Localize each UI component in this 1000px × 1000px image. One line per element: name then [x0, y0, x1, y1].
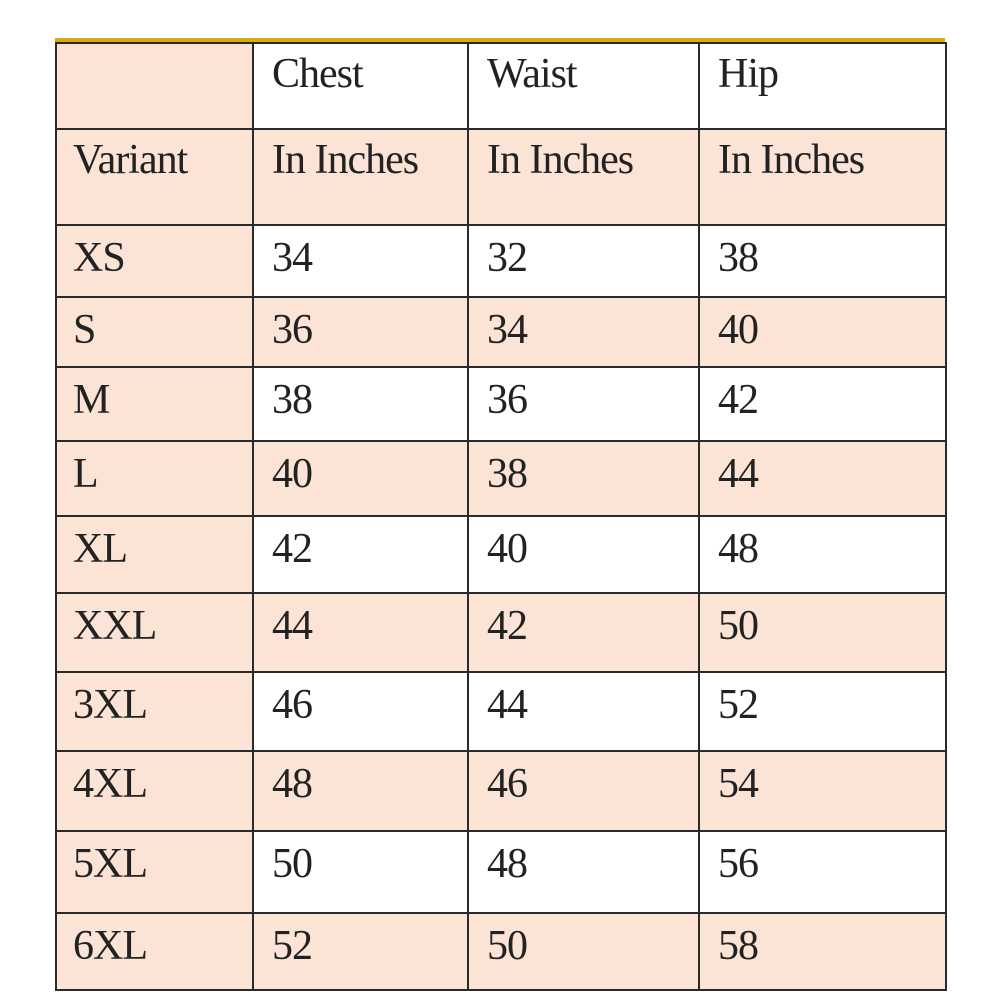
header-waist-unit: In Inches [467, 128, 700, 226]
chest-cell: 40 [252, 440, 469, 517]
waist-cell: 46 [467, 750, 700, 832]
chest-cell: 52 [252, 912, 469, 991]
table-row: XS 34 32 38 [55, 224, 947, 298]
hip-cell: 54 [698, 750, 947, 832]
table-row: S 36 34 40 [55, 296, 947, 368]
header-waist: Waist [467, 42, 700, 130]
chest-cell: 50 [252, 830, 469, 914]
variant-cell: 4XL [55, 750, 254, 832]
size-table: Chest Waist Hip Variant In Inches In Inc… [55, 42, 947, 991]
table-row: 4XL 48 46 54 [55, 750, 947, 832]
chest-cell: 46 [252, 671, 469, 752]
hip-cell: 44 [698, 440, 947, 517]
variant-cell: 5XL [55, 830, 254, 914]
table-row: 3XL 46 44 52 [55, 671, 947, 752]
variant-cell: XXL [55, 592, 254, 673]
chest-cell: 34 [252, 224, 469, 298]
hip-cell: 50 [698, 592, 947, 673]
table-row: XXL 44 42 50 [55, 592, 947, 673]
waist-cell: 36 [467, 366, 700, 442]
waist-cell: 38 [467, 440, 700, 517]
chest-cell: 48 [252, 750, 469, 832]
table-row: 5XL 50 48 56 [55, 830, 947, 914]
hip-cell: 42 [698, 366, 947, 442]
variant-cell: 3XL [55, 671, 254, 752]
chest-cell: 42 [252, 515, 469, 594]
header-variant: Variant [55, 128, 254, 226]
waist-cell: 32 [467, 224, 700, 298]
table-row: L 40 38 44 [55, 440, 947, 517]
waist-cell: 40 [467, 515, 700, 594]
header-chest-unit: In Inches [252, 128, 469, 226]
hip-cell: 40 [698, 296, 947, 368]
table-row: XL 42 40 48 [55, 515, 947, 594]
waist-cell: 50 [467, 912, 700, 991]
waist-cell: 34 [467, 296, 700, 368]
variant-cell: XL [55, 515, 254, 594]
table-row: 6XL 52 50 58 [55, 912, 947, 991]
header-empty-cell [55, 42, 254, 130]
hip-cell: 38 [698, 224, 947, 298]
variant-cell: S [55, 296, 254, 368]
header-hip-unit: In Inches [698, 128, 947, 226]
table-row: M 38 36 42 [55, 366, 947, 442]
chest-cell: 38 [252, 366, 469, 442]
chest-cell: 36 [252, 296, 469, 368]
hip-cell: 48 [698, 515, 947, 594]
variant-cell: M [55, 366, 254, 442]
variant-cell: XS [55, 224, 254, 298]
size-chart: Chest Waist Hip Variant In Inches In Inc… [55, 38, 947, 991]
waist-cell: 44 [467, 671, 700, 752]
header-row-units: Variant In Inches In Inches In Inches [55, 128, 947, 226]
variant-cell: L [55, 440, 254, 517]
hip-cell: 56 [698, 830, 947, 914]
hip-cell: 52 [698, 671, 947, 752]
waist-cell: 48 [467, 830, 700, 914]
chest-cell: 44 [252, 592, 469, 673]
hip-cell: 58 [698, 912, 947, 991]
header-hip: Hip [698, 42, 947, 130]
waist-cell: 42 [467, 592, 700, 673]
header-chest: Chest [252, 42, 469, 130]
header-row-measurement: Chest Waist Hip [55, 42, 947, 130]
variant-cell: 6XL [55, 912, 254, 991]
